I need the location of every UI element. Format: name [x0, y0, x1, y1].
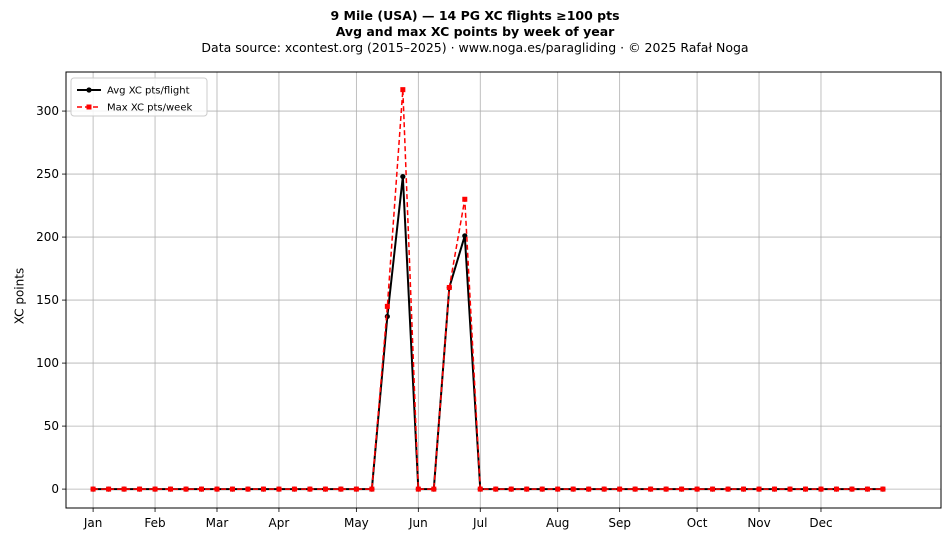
y-tick-label: 300: [36, 104, 59, 118]
max-point: [864, 486, 870, 492]
max-point: [106, 486, 112, 492]
avg-point: [384, 313, 390, 320]
max-point: [90, 486, 96, 492]
max-point: [276, 486, 282, 492]
max-point: [632, 486, 638, 492]
max-point: [152, 486, 158, 492]
max-point: [199, 486, 205, 492]
max-point: [710, 486, 716, 492]
max-point: [214, 486, 220, 492]
max-point: [586, 486, 592, 492]
x-tick-label: Dec: [809, 516, 832, 530]
legend-marker: [86, 87, 92, 93]
x-tick-label: Jan: [83, 516, 103, 530]
max-point: [322, 486, 328, 492]
legend-label: Max XC pts/week: [107, 103, 192, 114]
x-tick-label: May: [344, 516, 369, 530]
axes: Jan Feb Mar Apr May Jun Jul Aug Sep Oct Nov Dec 0 50 1…: [36, 71, 942, 530]
y-tick-label: 50: [44, 419, 59, 433]
x-tick-label: Jul: [472, 516, 487, 530]
max-point: [369, 486, 375, 492]
max-point: [260, 486, 266, 492]
max-point: [756, 486, 762, 492]
x-tick-label: Aug: [546, 516, 569, 530]
max-point: [849, 486, 855, 492]
max-point: [555, 486, 561, 492]
max-point: [508, 486, 514, 492]
max-point: [617, 486, 623, 492]
max-point: [415, 486, 421, 492]
chart-source-note: Data source: xcontest.org (2015–2025) · …: [201, 40, 749, 55]
max-point: [245, 486, 251, 492]
max-point: [493, 486, 499, 492]
y-tick-label: 100: [36, 356, 59, 370]
max-point: [307, 486, 313, 492]
y-axis-label: XC points: [13, 268, 27, 324]
max-point: [400, 87, 406, 93]
max-point: [338, 486, 344, 492]
max-point: [880, 486, 886, 492]
legend-label: Avg XC pts/flight: [107, 86, 190, 97]
grid: [66, 72, 941, 508]
x-tick-label: Sep: [608, 516, 631, 530]
max-point: [570, 486, 576, 492]
max-point: [725, 486, 731, 492]
chart-titles: 9 Mile (USA) — 14 PG XC flights ≥100 pts…: [0, 8, 950, 56]
max-point: [229, 486, 235, 492]
max-point: [431, 486, 437, 492]
max-point: [384, 303, 390, 309]
x-tick-label: Nov: [747, 516, 770, 530]
legend-marker: [86, 104, 92, 110]
max-point: [168, 486, 174, 492]
max-point: [462, 196, 468, 202]
max-point: [137, 486, 143, 492]
chart-title: 9 Mile (USA) — 14 PG XC flights ≥100 pts: [330, 8, 620, 23]
max-point: [183, 486, 189, 492]
legend: Avg XC pts/flight Max XC pts/week: [70, 77, 208, 117]
max-point: [539, 486, 545, 492]
chart-subtitle: Avg and max XC points by week of year: [335, 24, 615, 39]
max-point: [772, 486, 778, 492]
max-point: [694, 486, 700, 492]
avg-point: [400, 173, 406, 180]
max-series-line: [93, 88, 883, 490]
y-tick-label: 250: [36, 167, 59, 181]
max-point: [291, 486, 297, 492]
max-point: [787, 486, 793, 492]
max-point: [663, 486, 669, 492]
x-tick-label: Mar: [206, 516, 229, 530]
y-tick-label: 0: [51, 482, 59, 496]
plot-frame: [65, 71, 942, 509]
max-point: [121, 486, 127, 492]
x-tick-label: Oct: [687, 516, 708, 530]
x-tick-label: Jun: [408, 516, 428, 530]
max-point: [446, 284, 452, 290]
max-point: [833, 486, 839, 492]
max-point: [601, 486, 607, 492]
avg-series-line: [93, 175, 883, 491]
max-point: [648, 486, 654, 492]
series-layer: [90, 87, 886, 492]
max-point: [524, 486, 530, 492]
x-tick-label: Feb: [144, 516, 165, 530]
max-point: [802, 486, 808, 492]
y-tick-label: 200: [36, 230, 59, 244]
legend-box: [70, 77, 208, 117]
y-tick-label: 150: [36, 293, 59, 307]
max-point: [477, 486, 483, 492]
max-point: [818, 486, 824, 492]
x-tick-label: Apr: [269, 516, 290, 530]
max-point: [679, 486, 685, 492]
max-point: [353, 486, 359, 492]
max-point: [741, 486, 747, 492]
